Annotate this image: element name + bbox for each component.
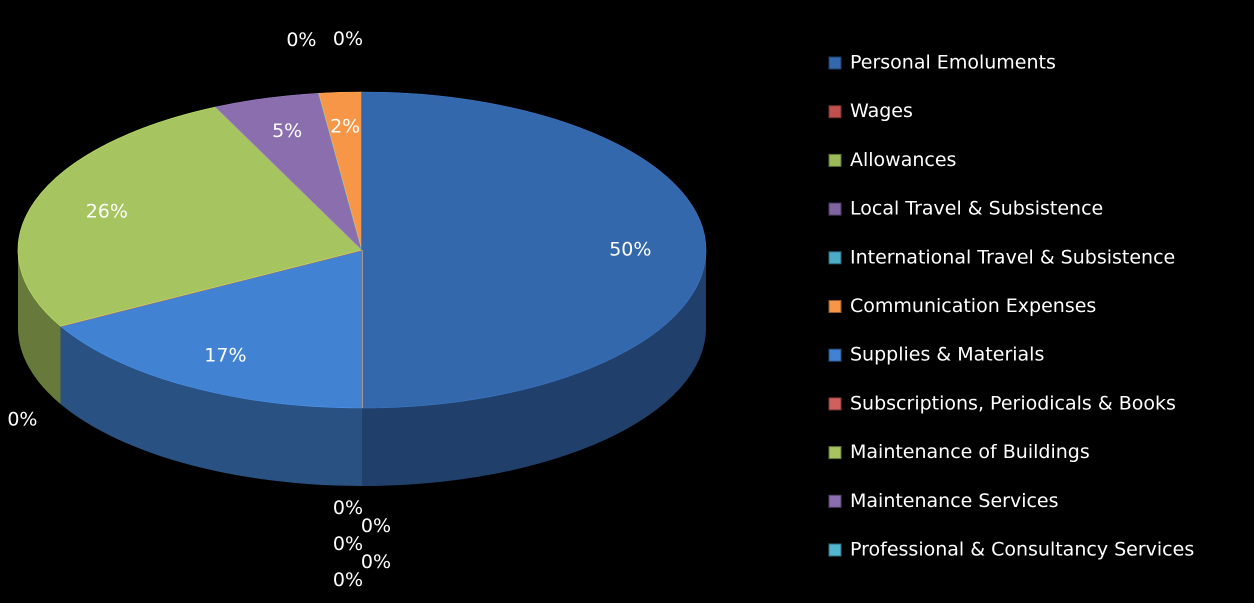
legend-label: Subscriptions, Periodicals & Books xyxy=(850,392,1176,414)
data-label: 50% xyxy=(609,239,651,261)
legend-label: Maintenance Services xyxy=(850,490,1059,512)
data-label: 17% xyxy=(204,345,246,367)
data-label: 26% xyxy=(86,200,128,222)
legend-swatch xyxy=(828,446,842,460)
legend-swatch xyxy=(828,494,842,508)
legend-swatch xyxy=(828,202,842,216)
legend-label: Allowances xyxy=(850,149,956,171)
slice xyxy=(17,106,363,327)
legend-label: Communication Expenses xyxy=(850,295,1096,317)
legend-label: Wages xyxy=(850,100,913,122)
legend-swatch xyxy=(828,56,842,70)
legend-label: Professional & Consultancy Services xyxy=(850,539,1194,561)
data-label: 5% xyxy=(272,120,302,142)
data-label: 0% xyxy=(361,551,391,573)
slice-side xyxy=(362,250,706,486)
legend-label: Supplies & Materials xyxy=(850,344,1044,366)
slice-side xyxy=(60,326,362,486)
legend-label: Personal Emoluments xyxy=(850,52,1056,74)
legend-swatch xyxy=(828,397,842,411)
legend-swatch xyxy=(828,348,842,362)
legend-swatch xyxy=(828,153,842,167)
slice xyxy=(361,91,707,409)
data-label: 0% xyxy=(7,409,37,431)
slice xyxy=(59,249,363,409)
legend-swatch xyxy=(828,300,842,313)
slice-side xyxy=(18,250,61,405)
legend-label: International Travel & Subsistence xyxy=(850,246,1175,268)
legend-swatch xyxy=(828,105,842,119)
data-label: 2% xyxy=(330,116,360,138)
legend-label: Local Travel & Subsistence xyxy=(850,198,1103,220)
data-label: 0% xyxy=(333,533,363,555)
data-label: 0% xyxy=(333,28,363,50)
legend-swatch xyxy=(828,251,842,265)
data-label: 0% xyxy=(286,29,316,51)
data-label: 0% xyxy=(333,569,363,591)
legend-swatch xyxy=(828,543,842,557)
legend-label: Maintenance of Buildings xyxy=(850,441,1090,463)
data-label: 0% xyxy=(361,515,391,537)
data-label: 0% xyxy=(333,497,363,519)
